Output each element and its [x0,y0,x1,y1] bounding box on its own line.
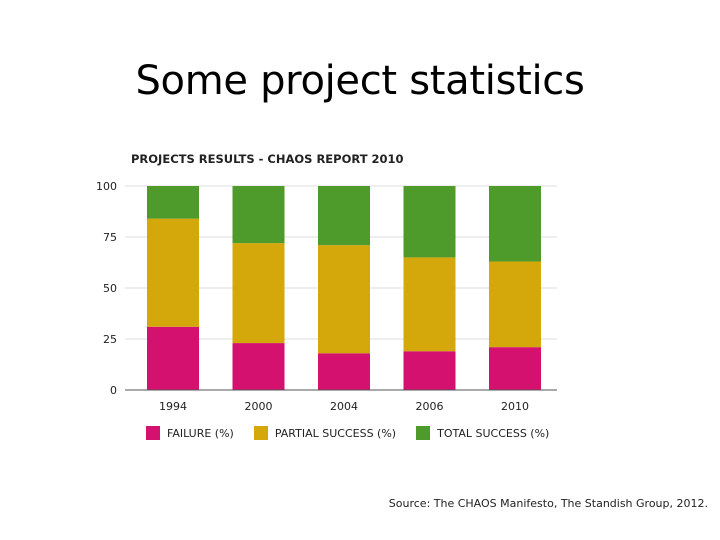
bar-2004-failure [318,353,370,390]
x-tick-label-1994: 1994 [159,400,187,413]
legend-label-partial-success: PARTIAL SUCCESS (%) [274,426,397,440]
x-tick-label-2004: 2004 [330,400,358,413]
y-tick-label-75: 75 [103,231,117,244]
x-tick-label-2010: 2010 [501,400,529,413]
bar-2000-partial-success [232,243,285,344]
bar-1994-failure [147,326,199,390]
x-tick-label-2006: 2006 [416,400,444,413]
legend-item-failure: FAILURE (%) [146,426,234,440]
legend-label-failure: FAILURE (%) [167,426,234,440]
chart-title: PROJECTS RESULTS - CHAOS REPORT 2010 [131,152,404,166]
bar-1994-partial-success [147,218,199,327]
bar-2006-failure [403,351,456,390]
y-tick-label-50: 50 [103,282,117,295]
bar-2004-partial-success [318,245,370,354]
bar-2010-partial-success [489,261,541,348]
y-tick-label-25: 25 [103,333,117,346]
y-tick-label-0: 0 [110,384,117,397]
legend-swatch-partial-success [253,426,268,440]
legend-label-total-success: TOTAL SUCCESS (%) [437,426,550,440]
chart-legend: FAILURE (%) PARTIAL SUCCESS (%) TOTAL SU… [146,426,569,440]
bar-2006-total-success [403,186,456,258]
legend-swatch-total-success [416,426,431,440]
source-citation: Source: The CHAOS Manifesto, The Standis… [388,497,708,510]
bar-2000-failure [232,343,285,390]
bar-2010-total-success [489,186,541,262]
bar-2000-total-success [232,186,285,244]
bar-2004-total-success [318,186,370,246]
slide-title: Some project statistics [135,58,585,104]
bar-2006-partial-success [403,257,456,352]
x-tick-label-2000: 2000 [245,400,273,413]
legend-item-total-success: TOTAL SUCCESS (%) [416,426,549,440]
bar-1994-total-success [147,186,199,219]
y-tick-label-100: 100 [96,180,117,193]
legend-item-partial-success: PARTIAL SUCCESS (%) [253,426,397,440]
legend-swatch-failure [146,426,160,440]
bar-2010-failure [489,347,541,390]
